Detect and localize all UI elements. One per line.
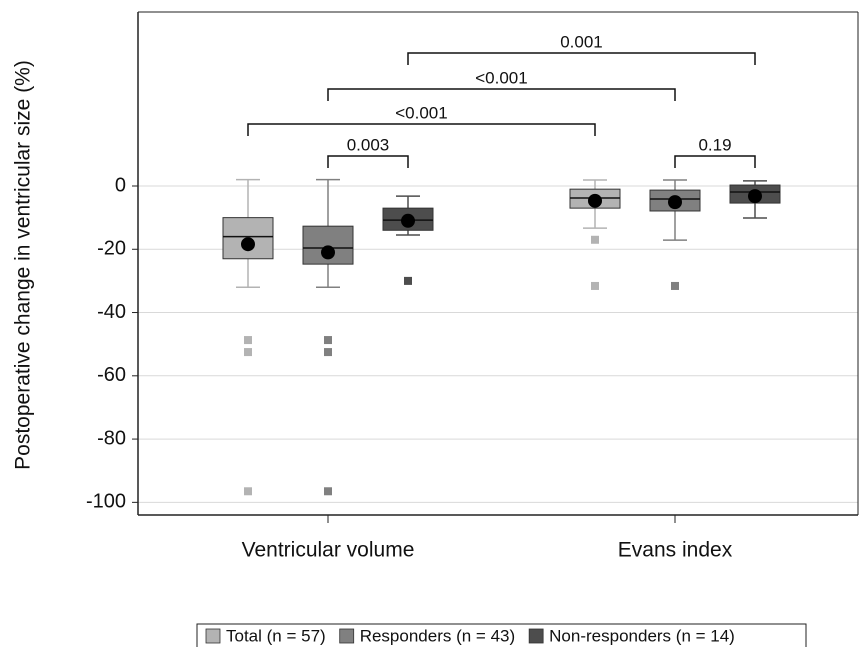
y-axis-label: Postoperative change in ventricular size… [12,60,35,470]
mean [241,237,255,252]
outlier [244,487,252,496]
mean [668,195,682,210]
annotation: 0.19 [698,135,731,154]
y-tick-label: -60 [97,364,126,386]
y-tick-label: -80 [97,427,126,449]
annotation: <0.001 [475,68,527,87]
x-tick-label: Ventricular volume [242,539,415,562]
legend-label: Non-responders (n = 14) [549,626,735,645]
outlier [324,336,332,345]
mean [588,193,602,208]
y-tick-label: 0 [115,174,126,196]
bracket [327,155,409,168]
y-tick-label: -100 [86,491,126,513]
outlier [244,348,252,357]
mean [321,245,335,260]
legend-swatch [528,628,544,644]
outlier [591,235,599,244]
legend-frame [196,623,807,647]
bracket [327,88,676,101]
outlier [591,281,599,290]
outlier [404,276,412,285]
outlier [324,487,332,496]
x-tick-label: Evans index [618,539,733,562]
outlier [244,336,252,345]
mean [748,189,762,204]
y-tick-label: -20 [97,238,126,260]
annotation: <0.001 [395,103,447,122]
legend-swatch [339,628,355,644]
legend-label: Responders (n = 43) [360,626,515,645]
mean [401,213,415,228]
bracket [674,155,756,168]
annotation: 0.001 [560,32,603,51]
annotation: 0.003 [347,135,390,154]
bracket [247,123,596,136]
y-tick-label: -40 [97,301,126,323]
bracket [407,52,756,65]
legend-swatch [205,628,221,644]
outlier [671,281,679,290]
outlier [324,348,332,357]
legend-label: Total (n = 57) [226,626,326,645]
